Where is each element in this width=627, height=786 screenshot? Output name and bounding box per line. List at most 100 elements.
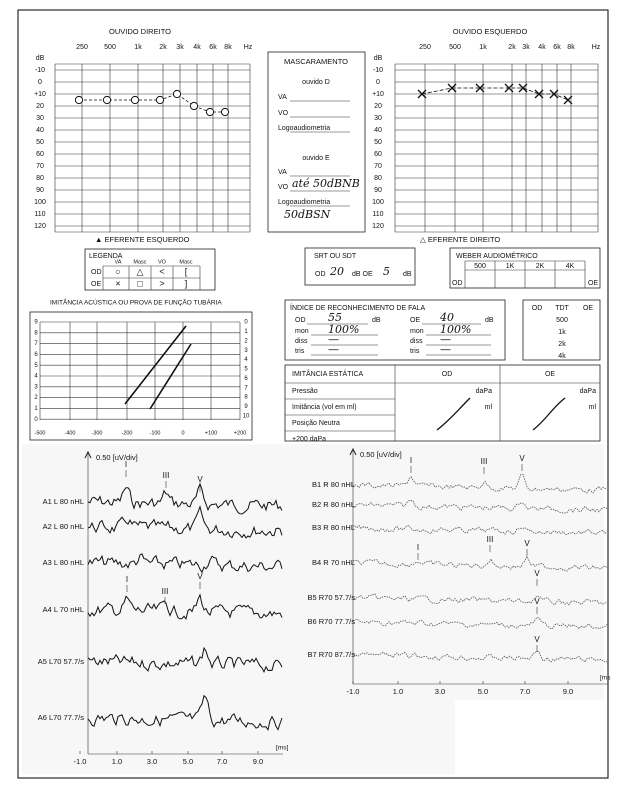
srt-box	[304, 247, 416, 286]
threshold-marker	[518, 83, 528, 93]
static-unit: ml	[589, 404, 597, 411]
speech-unit: dB	[372, 317, 381, 324]
freq-label: 250	[419, 44, 431, 51]
tymp-x-label: -400	[64, 430, 75, 436]
trace-label: B4 R 70 nHL	[312, 558, 355, 567]
speech-row-value: —	[328, 343, 339, 356]
speech-value: 40	[439, 311, 454, 324]
audiogram-title: OUVIDO DIREITO	[109, 27, 171, 36]
masking-row: VO	[278, 184, 289, 191]
tymp-left-label: 4	[34, 374, 38, 380]
tymp-left-label: 0	[34, 417, 38, 423]
peak-label: III	[487, 535, 494, 544]
waveform	[87, 593, 283, 621]
masking-box	[267, 51, 366, 233]
masking-row: VA	[278, 169, 287, 176]
peak-label: V	[519, 454, 525, 463]
freq-label: 4k	[538, 44, 546, 51]
tymp-left-label: 1	[34, 406, 38, 412]
peak-label: III	[481, 457, 488, 466]
db-tick-label: 120	[34, 223, 46, 230]
tymp-x-label: -100	[149, 430, 160, 436]
freq-label: 6k	[209, 44, 217, 51]
freq-label: 500	[449, 44, 461, 51]
masking-row: VA	[278, 94, 287, 101]
handwritten-note: até 50dBNB	[292, 177, 360, 190]
abr-x-label: 9.0	[563, 687, 573, 696]
db-tick-label: 100	[372, 199, 384, 206]
speech-value: 55	[328, 311, 342, 324]
weber-freq: 500	[474, 263, 486, 270]
tymp-left-label: 3	[34, 384, 38, 390]
freq-label: 3k	[176, 44, 184, 51]
speech-row-value: —	[440, 343, 451, 356]
tymp-right-label: 2	[244, 338, 248, 344]
legend-box	[84, 248, 216, 291]
waveform	[352, 555, 608, 572]
srt-label: dB OE	[352, 271, 373, 278]
legend-symbol: <	[159, 266, 164, 276]
db-tick-label: 60	[374, 151, 382, 158]
db-tick-label: 90	[374, 187, 382, 194]
tymp-right-label: 9	[244, 404, 248, 410]
db-tick-label: 0	[38, 79, 42, 86]
tymp-left-label: 9	[34, 320, 38, 326]
tdt-freq: 1k	[558, 329, 566, 336]
freq-label: 4k	[193, 44, 201, 51]
trace-label: B2 R 80 nHL	[312, 500, 355, 509]
db-tick-label: 50	[374, 139, 382, 146]
legend-title: LEGENDA	[89, 253, 123, 260]
tymp-left-label: 6	[34, 352, 38, 358]
static-row: +200 daPa	[292, 436, 326, 443]
abr-x-label: 1.0	[393, 687, 403, 696]
abr-x-label: -1.0	[347, 687, 360, 696]
speech-row-label: mon	[410, 328, 424, 335]
db-tick-label: -10	[373, 67, 383, 74]
db-tick-label: 50	[36, 139, 44, 146]
tymp-right-label: 10	[243, 414, 250, 420]
ear-heading: ouvido D	[302, 79, 330, 86]
abr-x-label: 5.0	[183, 757, 193, 766]
abr-scale-arrow	[349, 447, 357, 456]
tymp-right-label: 8	[244, 395, 248, 401]
freq-label: 250	[76, 44, 88, 51]
threshold-marker	[102, 95, 112, 105]
weber-freq: 2K	[536, 263, 545, 270]
tymp-trace	[124, 325, 187, 405]
trace-label: A6 L70 77.7/s	[38, 713, 85, 722]
tymp-left-label: 7	[34, 341, 38, 347]
db-tick-label: 40	[374, 127, 382, 134]
tymp-right-label: 4	[244, 357, 248, 363]
tymp-right-label: 1	[244, 329, 248, 335]
tymp-x-label: -200	[121, 430, 132, 436]
waveform	[87, 553, 283, 574]
waveform	[352, 500, 608, 514]
speech-unit: dB	[485, 317, 494, 324]
trace-label: B7 R70 87.7/s	[307, 650, 355, 659]
db-tick-label: 30	[36, 115, 44, 122]
tymp-frame	[29, 311, 253, 441]
threshold-marker	[563, 95, 573, 105]
legend-symbol: ○	[115, 266, 120, 276]
weber-od: OD	[452, 280, 463, 287]
freq-label: 1k	[134, 44, 142, 51]
masking-row: Logoaudiometria	[278, 125, 330, 132]
waveform	[87, 505, 283, 539]
legend-symbol: □	[137, 278, 143, 288]
weber-title: WEBER AUDIOMÉTRICO	[456, 251, 538, 260]
waveform	[352, 524, 608, 536]
static-unit: ml	[485, 404, 493, 411]
tdt-header: OE	[583, 305, 593, 312]
db-tick-label: -10	[35, 67, 45, 74]
tymp-right-label: 5	[244, 367, 248, 373]
db-tick-label: 80	[36, 175, 44, 182]
abr-x-label: 5.0	[478, 687, 488, 696]
legend-column: VA	[115, 259, 122, 265]
db-tick-label: 0	[376, 79, 380, 86]
speech-ear: OE	[410, 317, 420, 324]
tymp-title: IMITÂNCIA ACÚSTICA OU PROVA DE FUNÇÃO TU…	[50, 298, 222, 307]
weber-oe: OE	[588, 280, 598, 287]
legend-symbol: ]	[185, 278, 188, 288]
static-title: IMITÂNCIA ESTÁTICA	[292, 369, 364, 378]
